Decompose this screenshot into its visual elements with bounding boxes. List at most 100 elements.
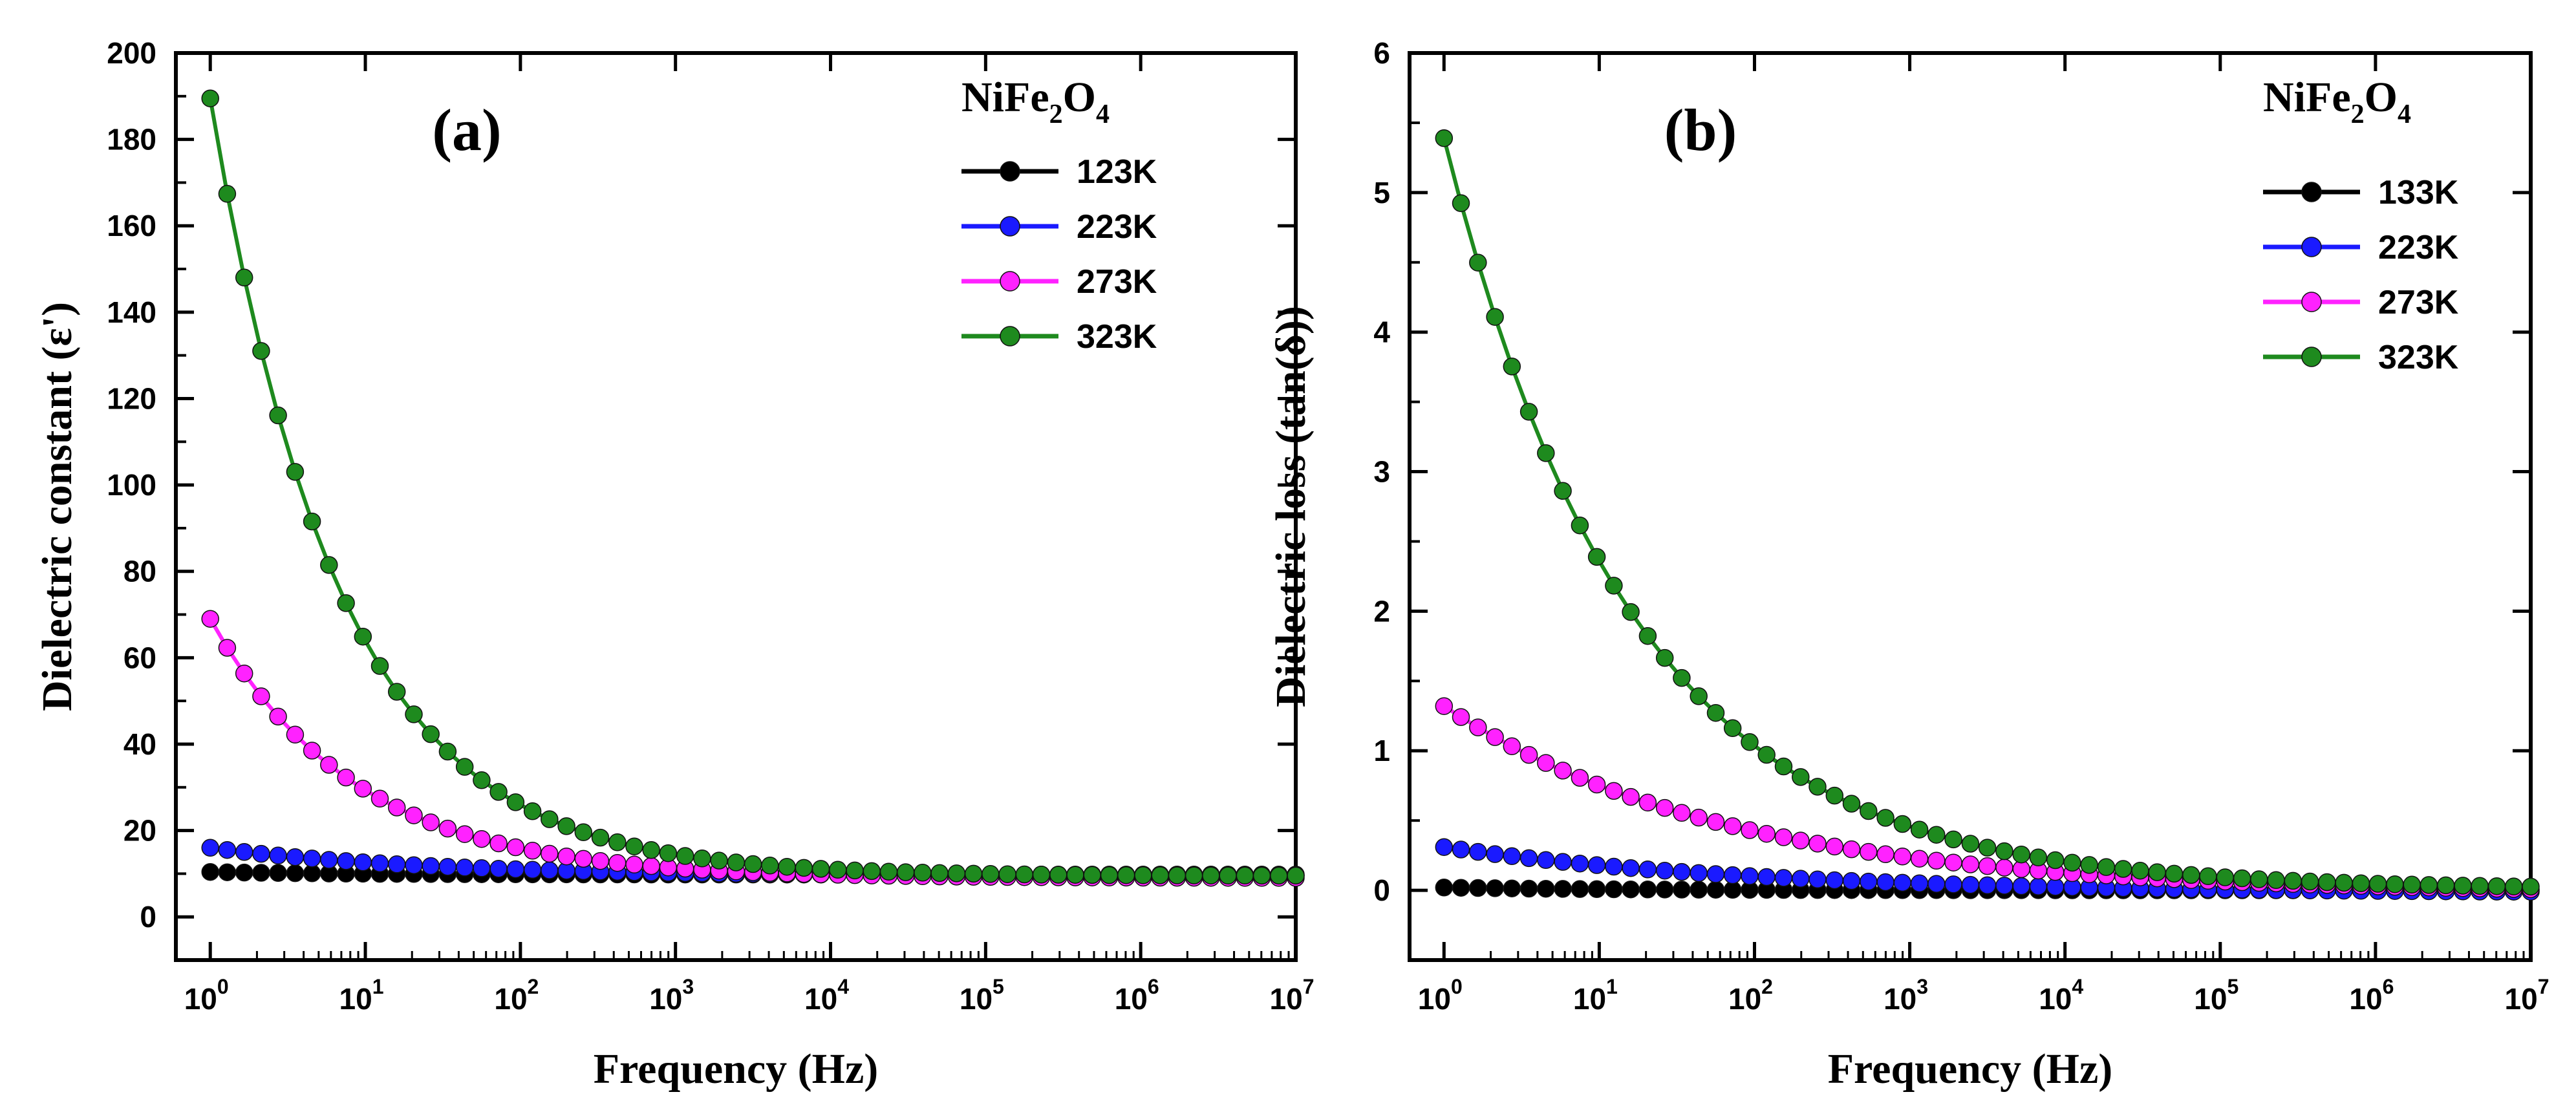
data-point-323K bbox=[1469, 253, 1487, 272]
panel-label: (b) bbox=[1664, 97, 1737, 163]
data-point-323K bbox=[591, 828, 610, 847]
data-point-323K bbox=[2165, 864, 2184, 883]
y-tick-label: 0 bbox=[140, 900, 156, 934]
legend-label: 273K bbox=[1077, 263, 1157, 301]
data-point-323K bbox=[727, 853, 746, 871]
x-axis-title: Frequency (Hz) bbox=[594, 1045, 879, 1093]
data-point-123K bbox=[269, 864, 287, 882]
legend-label: 123K bbox=[1077, 153, 1157, 191]
legend-label: 273K bbox=[2378, 284, 2459, 321]
y-tick-label: 200 bbox=[107, 36, 156, 70]
data-point-323K bbox=[2301, 872, 2319, 891]
data-point-223K bbox=[1519, 849, 1538, 868]
y-tick-label: 140 bbox=[107, 295, 156, 329]
data-point-273K bbox=[1503, 737, 1521, 756]
data-point-223K bbox=[303, 850, 321, 868]
data-point-323K bbox=[1690, 687, 1708, 705]
data-point-323K bbox=[1622, 603, 1640, 621]
data-point-273K bbox=[1927, 851, 1946, 870]
data-point-223K bbox=[1809, 870, 1827, 889]
data-point-323K bbox=[269, 406, 287, 425]
data-point-223K bbox=[1723, 866, 1742, 884]
data-point-123K bbox=[252, 864, 270, 882]
data-point-273K bbox=[608, 853, 627, 872]
data-point-323K bbox=[405, 705, 423, 723]
data-point-223K bbox=[1554, 853, 1572, 871]
data-point-223K bbox=[1622, 859, 1640, 877]
data-point-323K bbox=[2436, 876, 2455, 895]
data-point-323K bbox=[1571, 516, 1589, 535]
data-point-273K bbox=[1435, 697, 1454, 715]
data-point-323K bbox=[1486, 308, 1504, 326]
data-point-323K bbox=[354, 627, 372, 646]
data-point-323K bbox=[676, 847, 694, 865]
data-point-323K bbox=[1151, 866, 1169, 884]
data-point-223K bbox=[1757, 868, 1776, 886]
data-point-323K bbox=[286, 463, 305, 481]
y-tick-label: 120 bbox=[107, 381, 156, 415]
data-point-323K bbox=[1537, 444, 1555, 462]
data-point-323K bbox=[744, 855, 762, 873]
data-point-323K bbox=[642, 841, 660, 859]
data-point-273K bbox=[218, 639, 237, 657]
data-point-323K bbox=[1236, 866, 1254, 885]
data-point-273K bbox=[591, 851, 610, 870]
x-tick-base: 10 bbox=[339, 982, 372, 1016]
y-axis-title: Dielectric loss (tan(δ)) bbox=[1267, 306, 1315, 707]
data-point-323K bbox=[659, 844, 678, 862]
data-point-223K bbox=[1774, 869, 1793, 887]
data-point-223K bbox=[541, 861, 559, 879]
x-tick-label: 101 bbox=[1573, 975, 1618, 1016]
y-tick-label: 60 bbox=[123, 641, 156, 674]
data-point-273K bbox=[1944, 853, 1962, 871]
data-point-323K bbox=[1723, 719, 1742, 738]
legend-label: 323K bbox=[1077, 318, 1157, 356]
data-point-223K bbox=[506, 860, 525, 879]
data-point-223K bbox=[1910, 874, 1929, 893]
data-point-323K bbox=[2454, 877, 2472, 895]
x-tick-exponent: 6 bbox=[2383, 975, 2394, 998]
y-tick-label: 80 bbox=[123, 555, 156, 588]
data-point-323K bbox=[1605, 577, 1623, 595]
data-point-323K bbox=[1452, 194, 1470, 213]
x-tick-label: 101 bbox=[339, 975, 384, 1016]
data-point-323K bbox=[1673, 668, 1691, 687]
data-point-273K bbox=[405, 806, 423, 824]
data-point-323K bbox=[2504, 877, 2523, 895]
x-tick-base: 10 bbox=[1573, 982, 1606, 1016]
data-point-323K bbox=[710, 851, 728, 870]
data-point-133K bbox=[1571, 880, 1589, 898]
data-point-323K bbox=[1927, 826, 1946, 844]
y-tick-label: 6 bbox=[1373, 36, 1390, 70]
data-point-223K bbox=[422, 857, 440, 875]
data-point-133K bbox=[1503, 879, 1521, 897]
x-tick-label: 102 bbox=[1728, 975, 1773, 1016]
x-axis-title: Frequency (Hz) bbox=[1828, 1045, 2113, 1093]
legend-title-part: O bbox=[1063, 74, 1096, 121]
data-point-273K bbox=[1638, 793, 1657, 812]
data-point-273K bbox=[1809, 835, 1827, 853]
data-point-323K bbox=[506, 793, 525, 811]
data-point-273K bbox=[455, 825, 474, 843]
data-point-273K bbox=[201, 610, 219, 628]
data-point-273K bbox=[1452, 708, 1470, 726]
legend-item-273K: 273K bbox=[961, 263, 1157, 301]
data-point-273K bbox=[1605, 782, 1623, 800]
data-point-273K bbox=[354, 780, 372, 798]
legend-swatch-marker bbox=[1000, 161, 1020, 182]
legend-item-223K: 223K bbox=[2263, 229, 2459, 266]
data-point-273K bbox=[506, 838, 525, 857]
data-point-323K bbox=[1168, 866, 1186, 884]
data-point-273K bbox=[1690, 808, 1708, 827]
data-point-273K bbox=[1774, 828, 1793, 846]
x-tick-base: 10 bbox=[2194, 982, 2227, 1016]
legend-swatch-marker bbox=[2301, 237, 2322, 257]
data-point-223K bbox=[2012, 877, 2030, 895]
x-tick-exponent: 3 bbox=[1916, 975, 1928, 998]
data-point-323K bbox=[1049, 866, 1068, 884]
data-point-323K bbox=[1792, 768, 1810, 786]
data-point-323K bbox=[1219, 866, 1237, 885]
data-point-223K bbox=[320, 851, 338, 869]
data-point-323K bbox=[1519, 403, 1538, 421]
